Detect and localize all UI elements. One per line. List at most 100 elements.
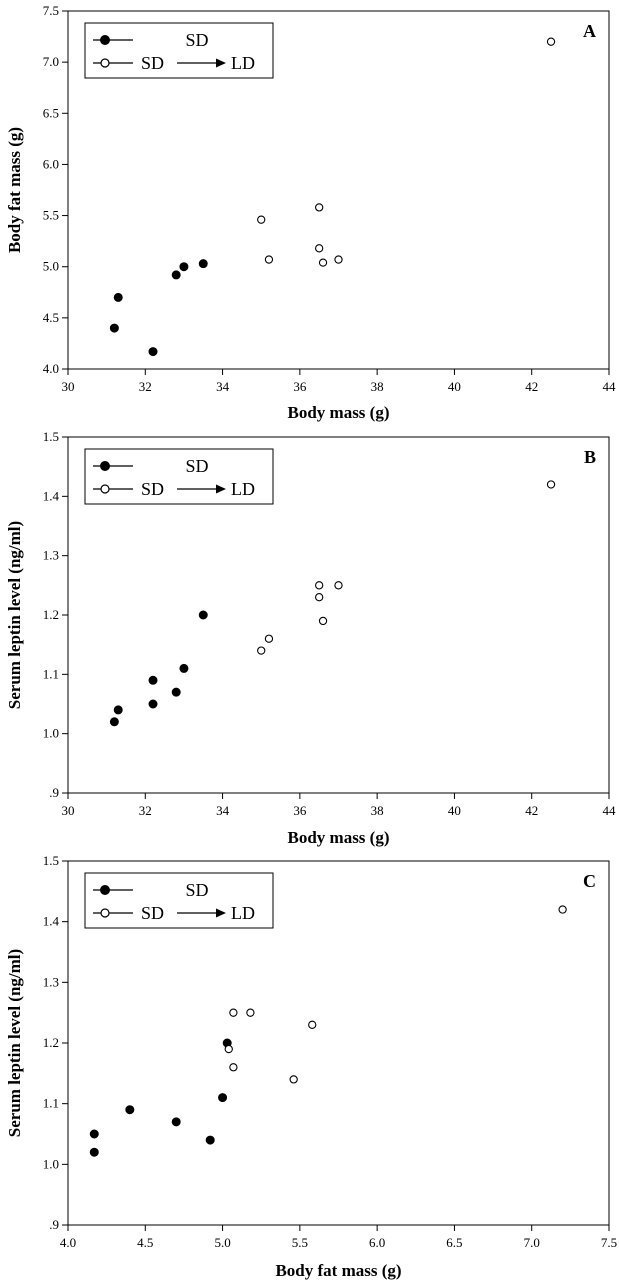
y-tick-label: 5.0 (43, 259, 59, 274)
x-tick-label: 4.5 (137, 1235, 153, 1250)
x-tick-label: 32 (139, 803, 152, 818)
sd-ld-data-point (257, 646, 266, 655)
y-tick-label: 6.0 (43, 156, 59, 171)
panel-b: 30 32 34 36 38 40 42 44 .9 1.0 1.1 1.2 1.3 1.4 1.5 Body… (0, 425, 619, 850)
x-axis-title: Body mass (g) (287, 403, 389, 422)
y-tick-label: 1.2 (43, 1035, 59, 1050)
panel-c: 4.0 4.5 5.0 5.5 6.0 6.5 7.0 7.5 .9 1.0 1.1 1.2 1.3 1.… (0, 850, 619, 1284)
x-tick-label: 36 (293, 379, 307, 394)
sd-data-point (171, 1117, 181, 1127)
legend: SD SD LD (84, 872, 274, 929)
x-tick-label: 44 (603, 379, 617, 394)
y-tick-label: .9 (49, 785, 59, 800)
x-tick-label: 44 (603, 803, 617, 818)
sd-data-point (171, 270, 181, 280)
y-tick-label: .9 (49, 1217, 59, 1232)
y-tick-label: 1.3 (43, 548, 59, 563)
legend-label-sd-from: SD (141, 53, 164, 73)
legend-label-sd: SD (185, 456, 208, 476)
legend-box (84, 872, 274, 929)
x-tick-label: 5.5 (292, 1235, 308, 1250)
x-tick-label: 5.0 (214, 1235, 230, 1250)
sd-ld-data-point (315, 593, 324, 602)
legend-arrow-icon (216, 58, 226, 68)
x-axis-title: Body mass (g) (287, 828, 389, 847)
legend-marker-sd-ld (100, 58, 110, 68)
sd-ld-data-point (334, 255, 343, 264)
y-tick-label: 1.2 (43, 607, 59, 622)
sd-data-point (198, 610, 208, 620)
sd-data-point (89, 1147, 99, 1157)
legend-label-sd: SD (185, 880, 208, 900)
y-tick-label: 7.5 (43, 3, 59, 18)
x-tick-label: 7.0 (524, 1235, 540, 1250)
sd-ld-data-point (315, 203, 324, 212)
sd-data-point (148, 347, 158, 357)
x-tick-label: 40 (448, 803, 461, 818)
sd-ld-data-point (229, 1063, 238, 1072)
sd-data-point (205, 1135, 215, 1145)
sd-ld-data-point (308, 1020, 317, 1029)
y-tick-label: 1.5 (43, 853, 59, 868)
legend-marker-sd-ld (100, 908, 110, 918)
y-tick-label: 1.0 (43, 1156, 59, 1171)
sd-data-point (113, 705, 123, 715)
y-tick-label: 1.1 (43, 666, 59, 681)
legend-arrow-icon (216, 908, 226, 918)
sd-ld-data-point (264, 634, 274, 643)
scatter-chart-c: 4.0 4.5 5.0 5.5 6.0 6.5 7.0 7.5 .9 1.0 1.1 1.2 1.3 1.… (5, 853, 617, 1280)
y-tick-label: 4.5 (43, 310, 59, 325)
sd-ld-data-point (289, 1075, 298, 1084)
sd-data-point (179, 663, 189, 673)
sd-ld-data-point (546, 37, 556, 46)
x-tick-label: 32 (139, 379, 152, 394)
x-tick-label: 42 (525, 803, 538, 818)
y-axis-title: Body fat mass (g) (5, 127, 24, 253)
legend-marker-sd (100, 35, 110, 45)
panel-label: B (584, 447, 596, 467)
x-tick-label: 30 (62, 803, 75, 818)
legend-marker-sd (100, 461, 110, 471)
sd-data-point (148, 675, 158, 685)
sd-ld-data-point (246, 1008, 255, 1017)
sd-ld-data-point (315, 244, 324, 253)
sd-data-point (171, 687, 181, 697)
plot-frame (67, 10, 610, 370)
x-tick-label: 6.5 (446, 1235, 462, 1250)
sd-ld-data-point (257, 215, 266, 224)
y-tick-label: 1.4 (43, 488, 60, 503)
legend-arrow-icon (216, 484, 226, 494)
legend-label-ld: LD (231, 903, 255, 923)
sd-ld-data-point (558, 905, 567, 914)
y-tick-label: 1.1 (43, 1096, 59, 1111)
sd-data-point (113, 292, 123, 302)
sd-data-point (218, 1093, 228, 1103)
legend-label-ld: LD (231, 53, 255, 73)
y-tick-label: 4.0 (43, 361, 59, 376)
legend-marker-sd (100, 885, 110, 895)
y-tick-label: 1.3 (43, 974, 59, 989)
sd-data-point (89, 1129, 99, 1139)
legend-box (84, 22, 274, 79)
sd-ld-data-point (546, 480, 556, 489)
sd-ld-data-point (264, 255, 274, 264)
panel-label: C (583, 871, 596, 891)
sd-data-point (125, 1105, 135, 1115)
legend-label-sd: SD (185, 30, 208, 50)
sd-data-point (179, 262, 189, 272)
legend-label-sd-from: SD (141, 903, 164, 923)
x-tick-label: 34 (216, 379, 230, 394)
legend-box (84, 448, 274, 505)
y-tick-label: 1.4 (43, 914, 60, 929)
y-tick-label: 1.5 (43, 429, 59, 444)
x-tick-label: 7.5 (601, 1235, 617, 1250)
x-tick-label: 34 (216, 803, 230, 818)
legend-label-sd-from: SD (141, 479, 164, 499)
legend-marker-sd-ld (100, 484, 110, 494)
sd-ld-data-point (229, 1008, 238, 1017)
legend: SD SD LD (84, 448, 274, 505)
y-tick-label: 5.5 (43, 208, 59, 223)
sd-data-point (109, 717, 119, 727)
sd-ld-data-point (318, 258, 328, 267)
panel-label: A (583, 21, 596, 41)
